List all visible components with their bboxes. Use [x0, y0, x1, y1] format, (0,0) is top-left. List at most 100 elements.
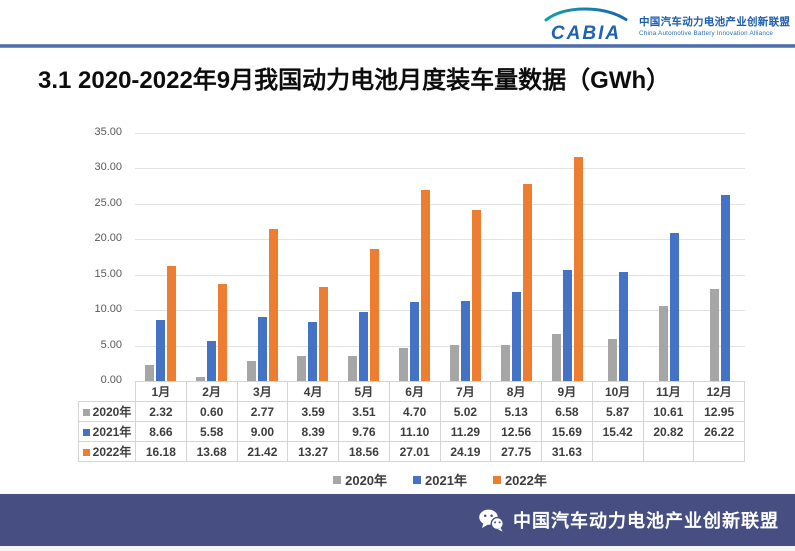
bar-2022年-1月 — [166, 266, 176, 381]
month-header: 11月 — [642, 381, 695, 402]
y-axis-tick: 15.00 — [94, 267, 122, 280]
month-header: 3月 — [236, 381, 289, 402]
bar-group-2月 — [186, 133, 237, 381]
bar-2021年-4月 — [308, 322, 318, 381]
table-cell: 20.82 — [642, 421, 695, 442]
table-cell: 11.29 — [439, 421, 492, 442]
bar-2022年-2月 — [217, 284, 227, 381]
bar-2021年-9月 — [562, 270, 572, 381]
data-table: 1月 2月 3月 4月 5月 6月 7月 8月 9月 10月 11月 12月 2020年 2.32 0.60… — [78, 381, 745, 462]
table-cell: 0.60 — [185, 401, 238, 422]
table-cell: 24.19 — [439, 441, 492, 462]
month-header: 4月 — [287, 381, 339, 402]
bar-group-12月 — [694, 133, 745, 381]
month-header: 2月 — [185, 381, 238, 402]
series-key-icon — [82, 429, 90, 436]
bar-2021年-10月 — [618, 272, 628, 381]
bar-2022年-3月 — [268, 229, 278, 381]
legend-swatch-icon — [413, 475, 422, 484]
month-header: 6月 — [388, 381, 441, 402]
table-cell: 13.68 — [185, 441, 238, 462]
month-header: 9月 — [541, 381, 593, 402]
legend-swatch-icon — [333, 475, 342, 484]
table-cell: 9.76 — [338, 421, 390, 442]
table-cell: 9.00 — [236, 421, 289, 442]
table-cell: 26.22 — [693, 421, 745, 442]
bar-2020年-2月 — [195, 377, 205, 381]
month-header: 5月 — [338, 381, 390, 402]
page-title: 3.1 2020-2022年9月我国动力电池月度装车量数据（GWh） — [38, 67, 671, 94]
series-row-label: 2020年 — [78, 401, 136, 422]
gridline — [135, 168, 745, 170]
logo-swoosh-icon — [544, 7, 628, 22]
table-cell: 16.18 — [135, 441, 187, 462]
table-cell: 8.39 — [287, 421, 339, 442]
table-cell: 2.77 — [236, 401, 289, 422]
series-key-icon — [82, 409, 90, 416]
month-header: 10月 — [591, 381, 644, 402]
table-cell: 10.61 — [642, 401, 695, 422]
y-axis-tick: 35.00 — [94, 126, 122, 138]
bar-2021年-12月 — [720, 195, 730, 381]
wechat-icon — [479, 509, 504, 532]
header-divider — [0, 44, 795, 48]
y-axis-tick: 0.00 — [100, 374, 122, 386]
footer-org-name: 中国汽车动力电池产业创新联盟 — [513, 511, 779, 531]
month-header: 12月 — [693, 381, 745, 402]
bar-group-6月 — [389, 133, 440, 381]
table-cell: 5.02 — [439, 401, 492, 422]
bar-group-4月 — [288, 133, 339, 381]
gridline — [135, 203, 745, 205]
table-cell — [591, 441, 644, 462]
table-cell: 15.69 — [541, 421, 593, 442]
table-cell: 5.13 — [490, 401, 542, 422]
table-cell: 3.51 — [338, 401, 390, 422]
cabia-logo: CABIA — [541, 7, 631, 45]
bar-2021年-6月 — [410, 302, 420, 381]
legend-item-2021年: 2021年 — [413, 470, 467, 489]
bar-2020年-4月 — [297, 356, 307, 381]
legend-label: 2021年 — [425, 473, 467, 488]
legend-swatch-icon — [492, 475, 501, 484]
y-axis-tick: 25.00 — [94, 196, 122, 209]
bar-2021年-5月 — [359, 312, 369, 381]
bar-2021年-7月 — [460, 301, 470, 381]
bar-2021年-1月 — [155, 320, 165, 381]
footer: 中国汽车动力电池产业创新联盟 — [0, 494, 795, 546]
bar-2020年-1月 — [144, 365, 154, 381]
gridline — [135, 310, 745, 312]
y-axis-tick: 20.00 — [94, 232, 122, 245]
chart-legend: 2020年 2021年 2022年 — [135, 470, 745, 489]
series-key-icon — [82, 449, 90, 456]
legend-item-2022年: 2022年 — [492, 470, 547, 489]
month-header: 8月 — [490, 381, 542, 402]
table-cell — [693, 441, 745, 462]
bar-2022年-6月 — [421, 190, 431, 381]
table-cell: 18.56 — [338, 441, 390, 462]
bar-2021年-3月 — [257, 317, 267, 381]
table-cell: 13.27 — [287, 441, 339, 462]
table-cell: 8.66 — [135, 421, 187, 442]
gridline — [135, 133, 745, 134]
bar-2021年-8月 — [511, 292, 521, 381]
table-cell: 21.42 — [236, 441, 289, 462]
y-axis-tick: 5.00 — [100, 338, 122, 351]
bar-2020年-3月 — [246, 361, 256, 381]
bar-2020年-12月 — [709, 289, 719, 381]
table-cell — [642, 441, 695, 462]
org-name-cn: 中国汽车动力电池产业创新联盟 — [639, 16, 791, 28]
bar-2020年-11月 — [658, 306, 668, 381]
bar-2020年-7月 — [449, 345, 459, 381]
table-cell: 27.75 — [490, 441, 542, 462]
bar-group-3月 — [237, 133, 288, 381]
table-cell: 3.59 — [287, 401, 339, 422]
table-cell: 5.87 — [591, 401, 644, 422]
table-cell: 6.58 — [541, 401, 593, 422]
bottom-strip — [0, 546, 795, 551]
month-header: 1月 — [135, 381, 187, 402]
table-cell: 27.01 — [388, 441, 441, 462]
logo-text: CABIA — [550, 23, 622, 44]
table-cell: 2.32 — [135, 401, 187, 422]
bar-group-10月 — [593, 133, 644, 381]
